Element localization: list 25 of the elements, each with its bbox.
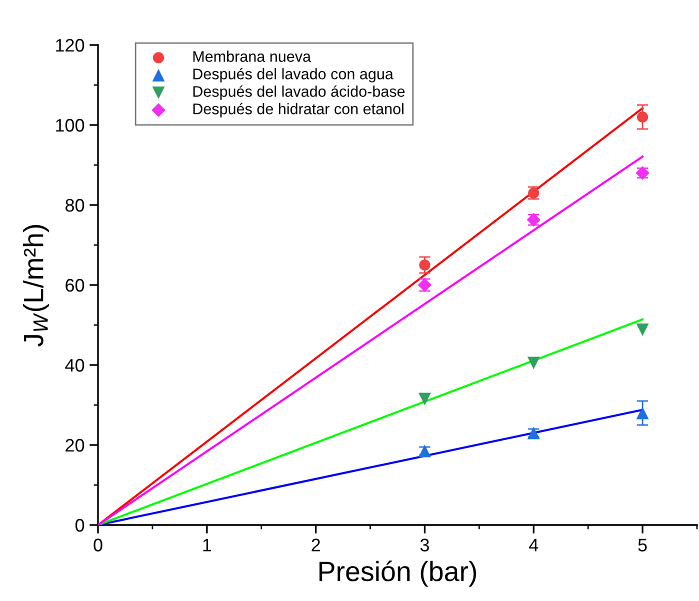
- x-tick-label: 5: [638, 538, 647, 552]
- y-tick-label: 0: [75, 518, 84, 532]
- y-tick-label: 60: [66, 278, 84, 292]
- y-tick-label: 120: [56, 38, 84, 52]
- point: [527, 356, 540, 370]
- x-tick-label: 3: [420, 538, 429, 552]
- point: [636, 111, 648, 123]
- legend-label: Después del lavado con agua: [193, 68, 394, 82]
- point: [636, 324, 649, 336]
- legend-label: Después de hidratar con etanol: [193, 102, 404, 118]
- legend-label: Después del lavado ácido-base: [193, 85, 405, 100]
- x-tick-label: 0: [94, 538, 102, 552]
- y-tick-label: 80: [66, 198, 84, 212]
- point: [636, 406, 649, 420]
- legend-label: Membrana nueva: [193, 50, 312, 62]
- y-tick-label: 100: [56, 118, 84, 132]
- x-tick-label: 1: [203, 538, 212, 552]
- x-tick-label: 4: [529, 538, 538, 552]
- point: [418, 392, 431, 406]
- x-axis-title: Presión (bar): [320, 560, 476, 587]
- point: [419, 259, 430, 271]
- y-axis-title: J$_{W}$(L/m²h): [23, 225, 49, 347]
- y-tick-label: 20: [66, 438, 84, 452]
- x-tick-label: 2: [312, 538, 320, 552]
- y-tick-label: 40: [65, 358, 84, 372]
